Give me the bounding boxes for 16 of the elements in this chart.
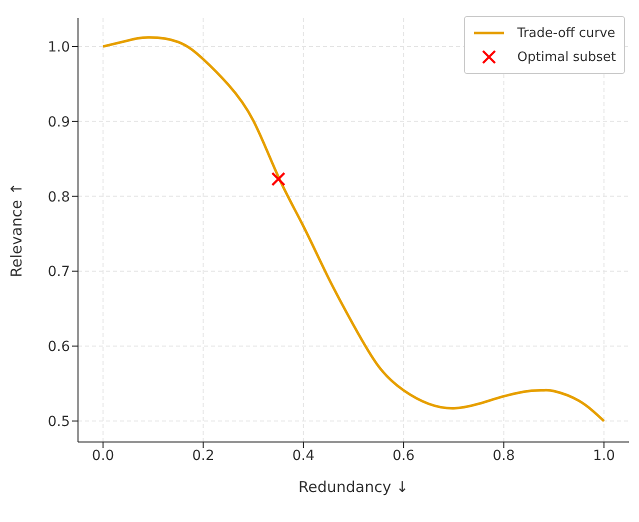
y-tick-label: 1.0	[48, 39, 70, 56]
x-tick-label: 0.4	[292, 448, 315, 464]
x-axis-title: Redundancy ↓	[298, 478, 409, 496]
y-tick-label: 0.8	[48, 189, 70, 206]
legend-label: Optimal subset	[517, 50, 616, 64]
y-tick-label: 0.7	[48, 264, 70, 280]
y-axis-title: Relevance ↑	[7, 182, 26, 278]
y-tick-label: 0.6	[48, 339, 70, 356]
x-tick-label: 0.8	[492, 448, 515, 464]
x-tick-label: 0.0	[92, 448, 114, 464]
x-tick-label: 1.0	[592, 448, 616, 464]
y-tick-label: 0.5	[48, 414, 70, 430]
x-tick-label: 0.6	[392, 448, 415, 464]
y-tick-label: 0.9	[48, 114, 70, 130]
legend-label: Trade-off curve	[517, 26, 616, 40]
x-tick-label: 0.2	[192, 448, 214, 464]
